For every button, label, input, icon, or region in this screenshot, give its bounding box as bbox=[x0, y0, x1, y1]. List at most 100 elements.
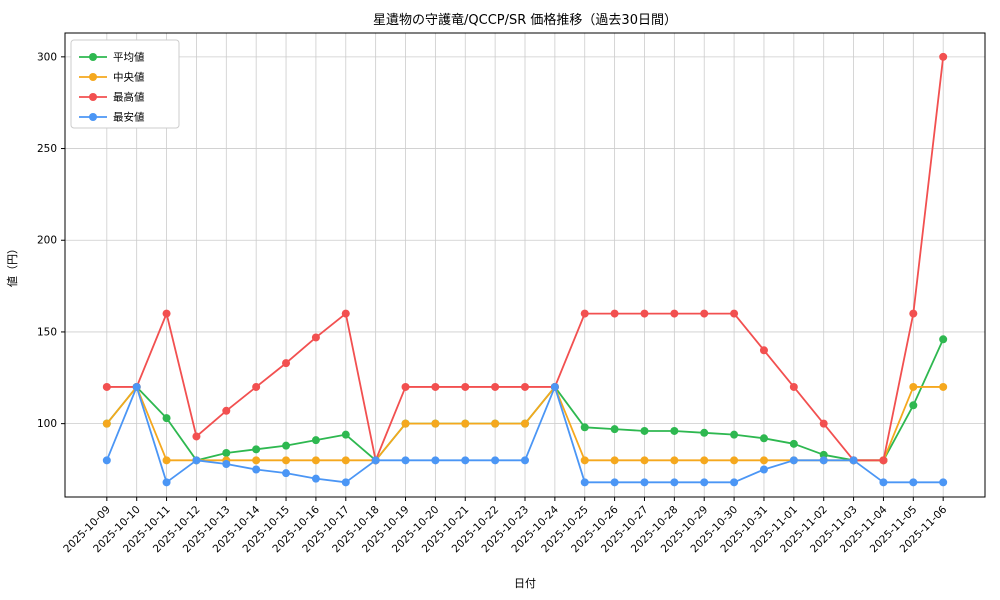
data-point-min bbox=[132, 382, 141, 391]
data-point-average bbox=[311, 436, 320, 445]
data-point-average bbox=[222, 448, 231, 457]
chart-title: 星遺物の守護竜/QCCP/SR 価格推移（過去30日間） bbox=[373, 12, 677, 28]
data-point-max bbox=[461, 382, 470, 391]
data-point-max bbox=[580, 309, 589, 318]
data-point-max bbox=[879, 456, 888, 465]
data-point-max bbox=[939, 52, 948, 61]
series-max bbox=[102, 52, 948, 465]
y-tick-label: 300 bbox=[37, 51, 57, 63]
data-point-min bbox=[311, 474, 320, 483]
data-point-min bbox=[222, 459, 231, 468]
data-point-average bbox=[939, 335, 948, 344]
legend-marker-max bbox=[89, 93, 97, 101]
data-point-average bbox=[162, 414, 171, 423]
data-point-max bbox=[819, 419, 828, 428]
data-point-max bbox=[222, 406, 231, 415]
data-point-min bbox=[849, 456, 858, 465]
data-point-max bbox=[610, 309, 619, 318]
data-point-median bbox=[610, 456, 619, 465]
data-point-min bbox=[341, 478, 350, 487]
data-point-min bbox=[730, 478, 739, 487]
data-point-median bbox=[311, 456, 320, 465]
data-point-median bbox=[670, 456, 679, 465]
legend-label-min: 最安値 bbox=[113, 111, 145, 124]
data-point-max bbox=[759, 346, 768, 355]
data-point-average bbox=[341, 430, 350, 439]
legend-marker-average bbox=[89, 53, 97, 61]
legend-box bbox=[70, 39, 180, 129]
data-point-average bbox=[819, 450, 828, 459]
data-point-median bbox=[640, 456, 649, 465]
data-point-median bbox=[939, 382, 948, 391]
data-point-average bbox=[909, 401, 918, 410]
data-point-min bbox=[431, 456, 440, 465]
legend-label-median: 中央値 bbox=[113, 71, 145, 84]
data-point-min bbox=[282, 469, 291, 478]
data-point-median bbox=[401, 419, 410, 428]
data-point-min bbox=[939, 478, 948, 487]
y-tick-label: 200 bbox=[37, 235, 57, 247]
data-point-average bbox=[252, 445, 261, 454]
legend-label-max: 最高値 bbox=[113, 91, 145, 104]
data-point-min bbox=[580, 478, 589, 487]
data-point-min bbox=[789, 456, 798, 465]
data-point-median bbox=[909, 382, 918, 391]
data-point-min bbox=[909, 478, 918, 487]
data-point-average bbox=[700, 428, 709, 437]
data-point-min bbox=[371, 456, 380, 465]
data-point-max bbox=[521, 382, 529, 391]
y-tick-label: 250 bbox=[37, 143, 57, 155]
data-point-min bbox=[461, 456, 470, 465]
data-point-average bbox=[580, 423, 589, 432]
y-axis-label: 値（円） bbox=[6, 243, 19, 287]
data-point-min bbox=[491, 456, 500, 465]
data-point-max bbox=[341, 309, 350, 318]
data-point-max bbox=[102, 382, 111, 391]
data-point-max bbox=[431, 382, 440, 391]
data-point-median bbox=[580, 456, 589, 465]
data-point-max bbox=[909, 309, 918, 318]
data-point-median bbox=[431, 419, 440, 428]
data-point-min bbox=[521, 456, 529, 465]
data-point-max bbox=[700, 309, 709, 318]
data-point-min bbox=[819, 456, 828, 465]
data-point-median bbox=[730, 456, 739, 465]
data-point-min bbox=[610, 478, 619, 487]
data-point-median bbox=[491, 419, 500, 428]
series-min bbox=[102, 382, 948, 487]
data-point-average bbox=[730, 430, 739, 439]
data-point-median bbox=[162, 456, 171, 465]
legend-label-average: 平均値 bbox=[113, 51, 145, 64]
data-point-min bbox=[102, 456, 111, 465]
series-group bbox=[102, 52, 948, 487]
data-point-median bbox=[282, 456, 291, 465]
y-tick-label: 150 bbox=[37, 326, 57, 338]
data-point-max bbox=[311, 333, 320, 342]
data-point-average bbox=[640, 426, 649, 435]
data-point-max bbox=[670, 309, 679, 318]
data-point-min bbox=[759, 465, 768, 474]
legend-marker-median bbox=[89, 73, 97, 81]
data-point-average bbox=[759, 434, 768, 443]
data-point-min bbox=[192, 456, 201, 465]
data-point-max bbox=[162, 309, 171, 318]
data-point-min bbox=[550, 382, 559, 391]
data-point-min bbox=[640, 478, 649, 487]
data-point-median bbox=[700, 456, 709, 465]
data-point-median bbox=[252, 456, 261, 465]
data-point-min bbox=[401, 456, 410, 465]
data-point-median bbox=[759, 456, 768, 465]
data-point-median bbox=[341, 456, 350, 465]
legend-marker-min bbox=[89, 113, 97, 121]
data-point-max bbox=[401, 382, 410, 391]
data-point-min bbox=[252, 465, 261, 474]
data-point-average bbox=[610, 425, 619, 434]
data-point-min bbox=[879, 478, 888, 487]
data-point-max bbox=[282, 359, 291, 368]
x-axis-label: 日付 bbox=[514, 577, 536, 590]
data-point-average bbox=[789, 439, 798, 448]
data-point-min bbox=[162, 478, 171, 487]
y-tick-label: 100 bbox=[37, 418, 57, 430]
